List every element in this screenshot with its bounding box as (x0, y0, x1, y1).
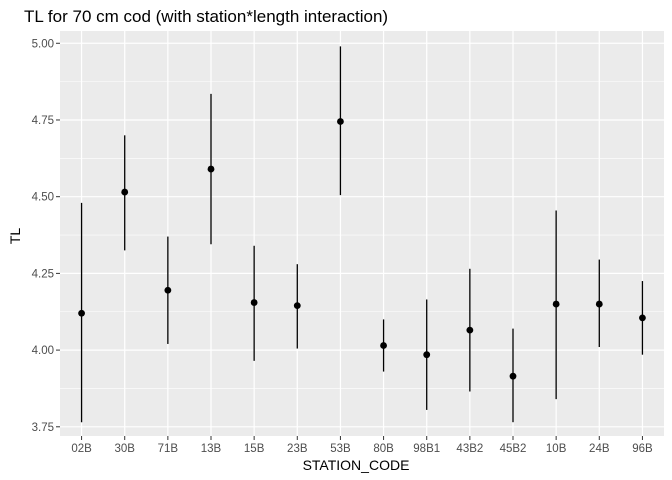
chart-title: TL for 70 cm cod (with station*length in… (24, 7, 388, 26)
point-80B (380, 342, 387, 349)
y-tick-label: 3.75 (32, 422, 54, 434)
x-tick-label: 10B (546, 443, 567, 455)
point-13B (207, 165, 215, 173)
point-43B2 (466, 326, 474, 334)
y-tick-label: 4.75 (32, 115, 54, 127)
point-15B (250, 299, 258, 306)
x-axis: 02B 30B 71B 13B 15B 23B 53B 80B 98B1 43B2 45B2 10B 2… (71, 436, 653, 455)
data-marks (78, 46, 646, 423)
y-tick-label: 4.50 (32, 192, 54, 204)
point-71B (164, 286, 172, 294)
x-tick-label: 13B (201, 443, 222, 455)
point-98B1 (423, 351, 431, 359)
x-tick-label: 24B (589, 443, 610, 455)
x-tick-label: 23B (287, 443, 308, 455)
x-tick-label: 96B (632, 443, 653, 455)
x-tick-label: 02B (71, 443, 92, 455)
x-axis-title: STATION_CODE (303, 457, 410, 473)
y-tick-label: 4.00 (32, 345, 54, 357)
point-23B (293, 302, 301, 310)
point-30B (121, 188, 129, 196)
point-24B (595, 300, 603, 308)
x-tick-label: 43B2 (456, 443, 483, 455)
y-axis: 3.75 4.00 4.25 4.50 4.75 5.00 (32, 38, 60, 434)
point-53B (337, 118, 344, 125)
point-45B2 (509, 372, 517, 380)
plot-panel (60, 31, 664, 436)
y-axis-title: TL (7, 228, 23, 245)
point-96B (639, 314, 646, 322)
x-tick-label: 53B (330, 443, 351, 455)
x-tick-label: 71B (158, 443, 179, 455)
y-tick-label: 5.00 (32, 38, 54, 50)
point-10B (552, 300, 560, 308)
x-tick-label: 30B (114, 443, 135, 455)
y-tick-label: 4.25 (32, 268, 54, 280)
x-tick-label: 98B1 (413, 443, 440, 455)
x-tick-label: 80B (373, 443, 394, 455)
point-02B (78, 309, 85, 317)
x-tick-label: 15B (244, 443, 265, 455)
x-tick-label: 45B2 (500, 443, 527, 455)
